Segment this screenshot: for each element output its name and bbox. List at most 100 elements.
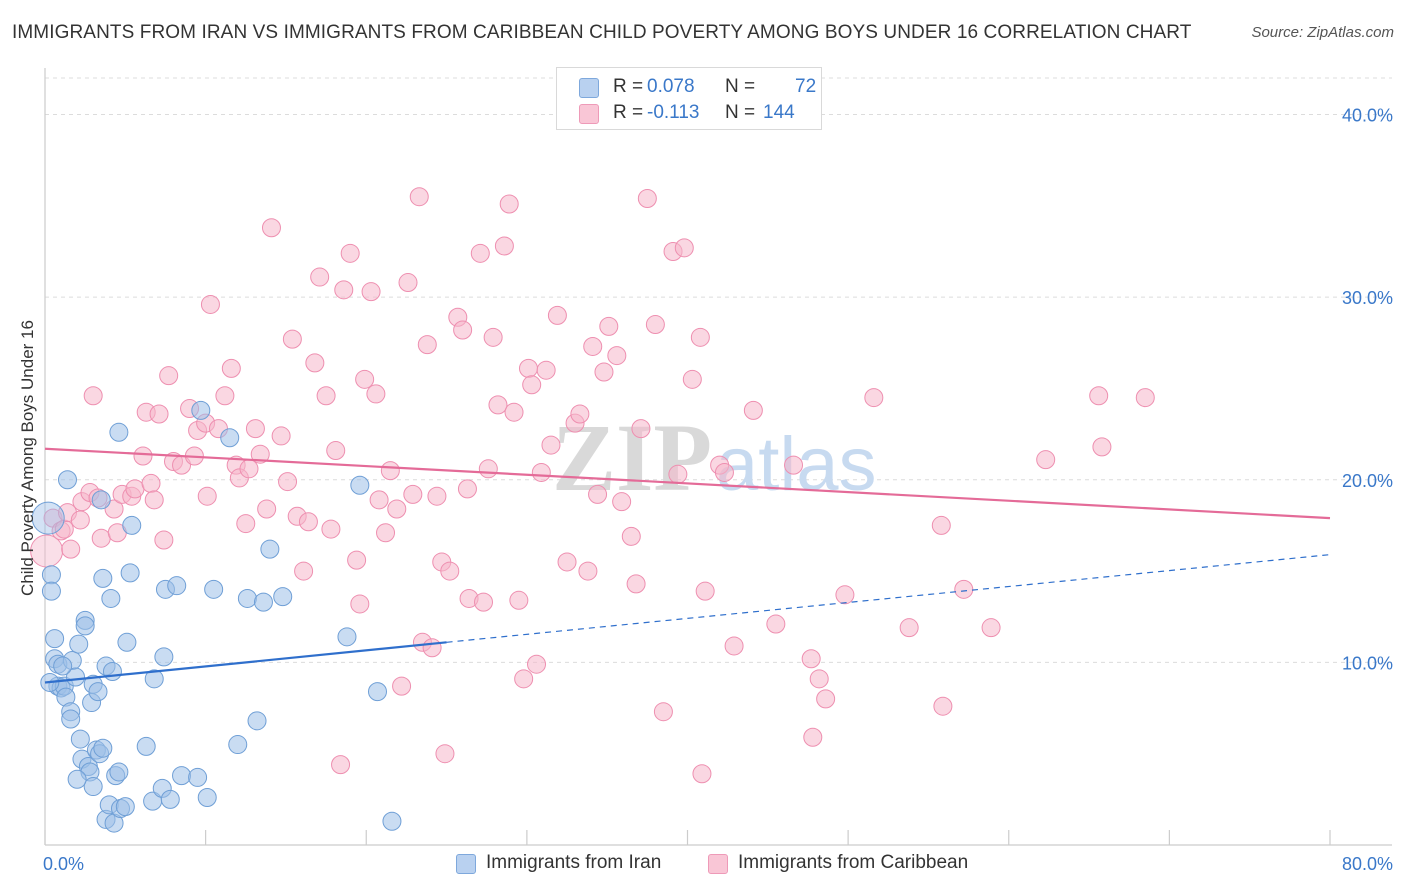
chart-title: IMMIGRANTS FROM IRAN VS IMMIGRANTS FROM … bbox=[12, 22, 1192, 43]
caribbean-point bbox=[494, 236, 514, 256]
caribbean-point bbox=[392, 676, 412, 696]
y-tick-label: 40.0% bbox=[1342, 106, 1393, 126]
iran-point bbox=[91, 490, 111, 510]
caribbean-trend-line bbox=[44, 447, 1331, 520]
iran-point bbox=[228, 735, 248, 755]
iran-point bbox=[31, 501, 65, 535]
legend-n-label: N = bbox=[725, 76, 756, 97]
caribbean-point bbox=[474, 592, 494, 612]
caribbean-point bbox=[674, 238, 694, 258]
caribbean-point bbox=[380, 461, 400, 481]
caribbean-point bbox=[864, 388, 884, 408]
caribbean-point bbox=[588, 484, 608, 504]
caribbean-point bbox=[504, 402, 524, 422]
caribbean-point bbox=[257, 499, 277, 519]
caribbean-point bbox=[435, 744, 455, 764]
iran-point bbox=[102, 662, 122, 682]
caribbean-point bbox=[835, 585, 855, 605]
caribbean-point bbox=[488, 395, 508, 415]
iran-point bbox=[120, 563, 140, 583]
caribbean-point bbox=[409, 187, 429, 207]
iran-point bbox=[337, 627, 357, 647]
caribbean-point bbox=[104, 499, 124, 519]
y-tick-label: 10.0% bbox=[1342, 653, 1393, 673]
caribbean-point bbox=[612, 492, 632, 512]
caribbean-point bbox=[981, 618, 1001, 638]
iran-point bbox=[41, 581, 61, 601]
iran-point bbox=[350, 475, 370, 495]
caribbean-point bbox=[366, 384, 386, 404]
caribbean-point bbox=[470, 243, 490, 263]
caribbean-point bbox=[427, 486, 447, 506]
caribbean-point bbox=[91, 528, 111, 548]
caribbean-point bbox=[1135, 388, 1155, 408]
iran-point bbox=[136, 736, 156, 756]
caribbean-point bbox=[321, 519, 341, 539]
caribbean-point bbox=[355, 369, 375, 389]
iran-point bbox=[260, 539, 280, 559]
caribbean-point bbox=[278, 472, 298, 492]
iran-point bbox=[204, 579, 224, 599]
iran-point bbox=[191, 400, 211, 420]
legend-r-label: R = bbox=[613, 76, 644, 97]
caribbean-point bbox=[1089, 386, 1109, 406]
caribbean-point bbox=[271, 426, 291, 446]
legend-n-value: 144 bbox=[763, 102, 795, 123]
caribbean-point bbox=[645, 315, 665, 335]
y-axis-title: Child Poverty Among Boys Under 16 bbox=[18, 320, 37, 596]
caribbean-point bbox=[334, 280, 354, 300]
iran-point bbox=[172, 766, 192, 786]
caribbean-point bbox=[215, 386, 235, 406]
caribbean-point bbox=[294, 561, 314, 581]
caribbean-point bbox=[933, 696, 953, 716]
caribbean-point bbox=[282, 329, 302, 349]
caribbean-point bbox=[499, 194, 519, 214]
caribbean-point bbox=[70, 510, 90, 530]
caribbean-point bbox=[133, 446, 153, 466]
caribbean-point bbox=[149, 404, 169, 424]
legend-n-label: N = bbox=[725, 102, 756, 123]
iran-point bbox=[154, 647, 174, 667]
caribbean-point bbox=[607, 346, 627, 366]
caribbean-point bbox=[547, 305, 567, 325]
caribbean-point bbox=[801, 649, 821, 669]
caribbean-point bbox=[583, 336, 603, 356]
iran-point bbox=[57, 470, 77, 490]
iran-point bbox=[197, 788, 217, 808]
caribbean-point bbox=[578, 561, 598, 581]
caribbean-point bbox=[141, 473, 161, 493]
caribbean-point bbox=[626, 574, 646, 594]
caribbean-point bbox=[690, 327, 710, 347]
caribbean-point bbox=[245, 419, 265, 439]
iran-point bbox=[237, 588, 257, 608]
caribbean-point bbox=[61, 539, 81, 559]
legend-n-value: 72 bbox=[795, 76, 817, 97]
legend-r-value: -0.113 bbox=[647, 102, 700, 123]
caribbean-point bbox=[200, 294, 220, 314]
tick-labels: 10.0% 20.0% 30.0% 40.0% 0.0% 80.0% bbox=[43, 106, 1393, 874]
caribbean-point bbox=[236, 514, 256, 534]
caribbean-point bbox=[631, 419, 651, 439]
caribbean-point bbox=[478, 459, 498, 479]
iran-point bbox=[117, 632, 137, 652]
legend-swatch-caribbean bbox=[708, 854, 728, 874]
caribbean-point bbox=[931, 515, 951, 535]
legend-r-value: 0.078 bbox=[647, 76, 695, 97]
iran-point bbox=[160, 789, 180, 809]
source-credit: Source: ZipAtlas.com bbox=[1251, 24, 1394, 41]
caribbean-point bbox=[440, 561, 460, 581]
correlation-legend: R = 0.078 N = 72 R = -0.113 N = 144 bbox=[556, 67, 822, 130]
iran-point bbox=[61, 709, 81, 729]
iran-point bbox=[41, 565, 61, 585]
caribbean-point bbox=[653, 702, 673, 722]
caribbean-point bbox=[724, 636, 744, 656]
caribbean-point bbox=[695, 581, 715, 601]
caribbean-point bbox=[310, 267, 330, 287]
caribbean-point bbox=[483, 327, 503, 347]
iran-point bbox=[382, 811, 402, 831]
iran-point bbox=[93, 568, 113, 588]
caribbean-point bbox=[1036, 450, 1056, 470]
legend-swatch-iran bbox=[456, 854, 476, 874]
axes bbox=[44, 68, 1392, 846]
iran-point bbox=[367, 682, 387, 702]
